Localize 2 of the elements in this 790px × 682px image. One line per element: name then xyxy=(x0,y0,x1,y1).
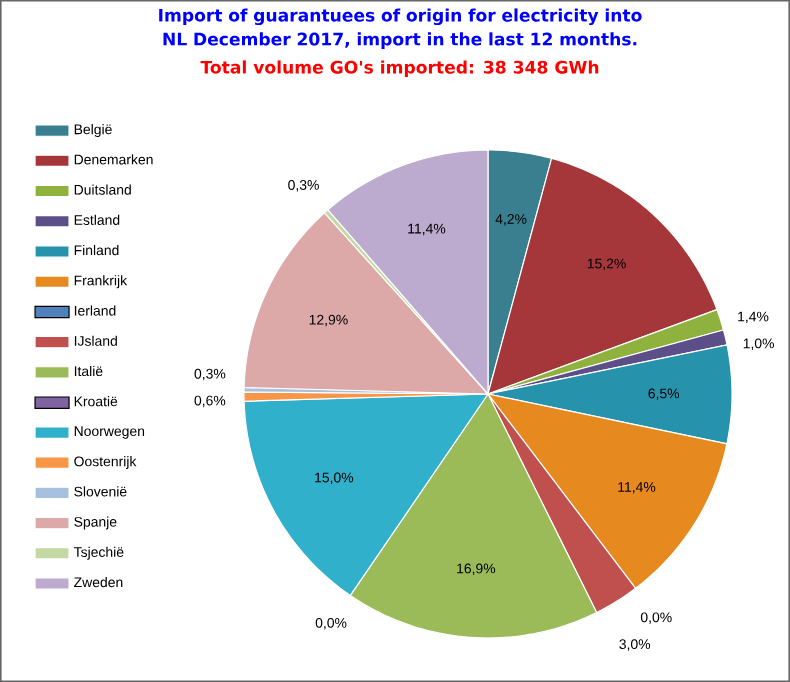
chart-subtitle: Total volume GO's imported: 38 348 GWh xyxy=(200,60,599,77)
chart-title: Import of guarantuees of origin for electricity into NL December 2017, import in the last 12 months. xyxy=(159,8,642,49)
